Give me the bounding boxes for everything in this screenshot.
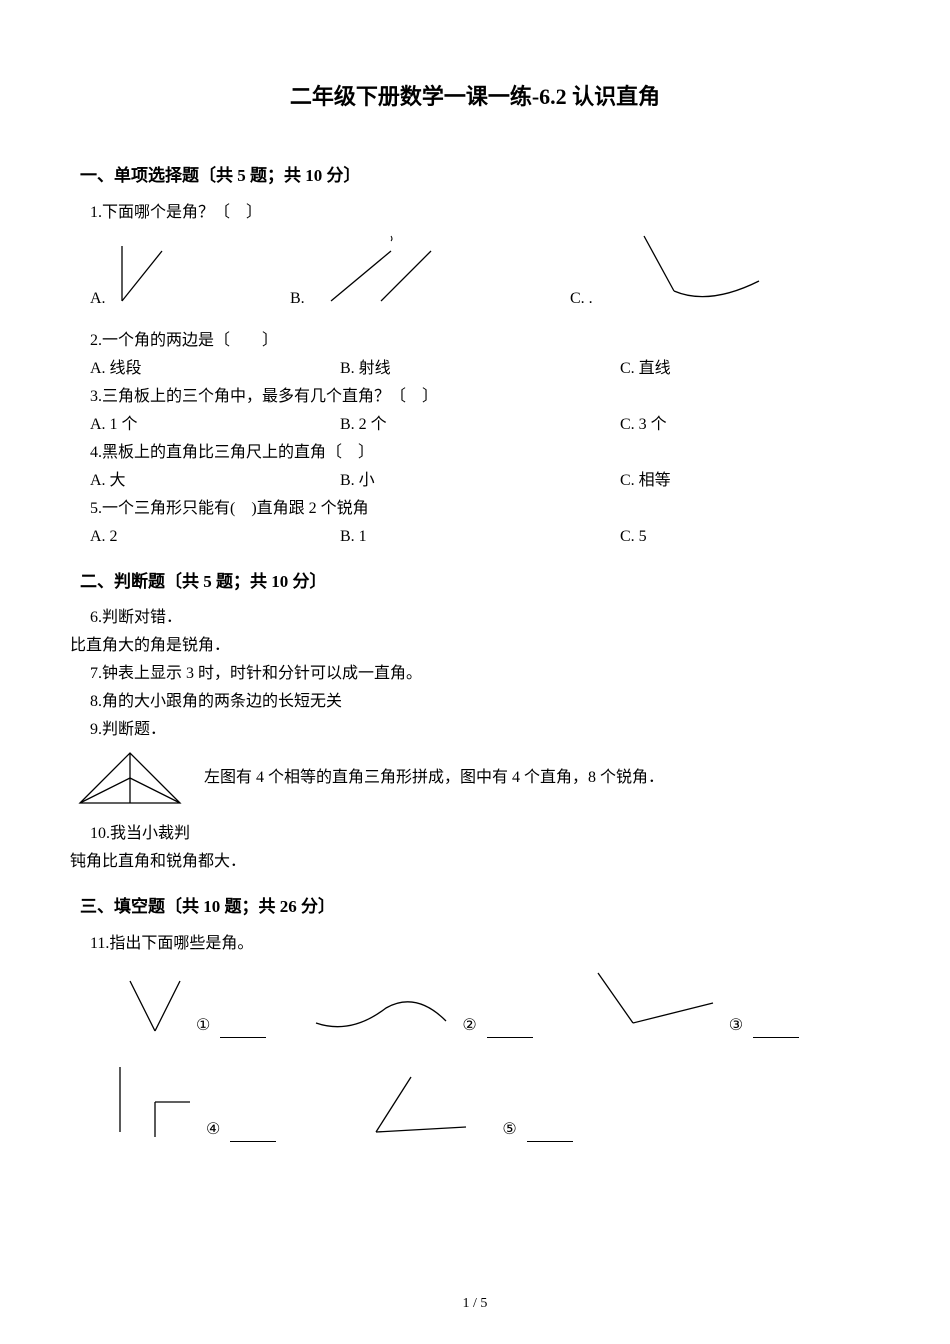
q11-row1: ① ② ③ xyxy=(100,968,880,1038)
q2-opt-b: B. 射线 xyxy=(340,357,620,381)
q10-line2: 钝角比直角和锐角都大． xyxy=(70,850,880,874)
q9-desc: 左图有 4 个相等的直角三角形拼成，图中有 4 个直角，8 个锐角． xyxy=(204,766,664,790)
q2-stem: 2.一个角的两边是〔 〕 xyxy=(90,329,880,353)
q5-opt-c: C. 5 xyxy=(620,525,647,549)
q3-options: A. 1 个 B. 2 个 C. 3 个 xyxy=(90,413,880,437)
q4-opt-b: B. 小 xyxy=(340,469,620,493)
q5-stem: 5.一个三角形只能有( )直角跟 2 个锐角 xyxy=(90,497,880,521)
q9-line1: 9.判断题． xyxy=(90,718,880,742)
q11-n5: ⑤ xyxy=(502,1118,516,1142)
doc-title: 二年级下册数学一课一练-6.2 认识直角 xyxy=(70,80,880,113)
q4-opt-c: C. 相等 xyxy=(620,469,671,493)
q11-fig-5 xyxy=(356,1072,496,1142)
q4-opt-a: A. 大 xyxy=(90,469,340,493)
q5-options: A. 2 B. 1 C. 5 xyxy=(90,525,880,549)
q3-opt-c: C. 3 个 xyxy=(620,413,667,437)
q7-stem: 7.钟表上显示 3 时，时针和分针可以成一直角。 xyxy=(90,662,880,686)
q11-fig-2 xyxy=(306,983,456,1038)
q11-blank-1 xyxy=(220,1023,266,1038)
q11-fig-3 xyxy=(573,968,723,1038)
q2-opt-a: A. 线段 xyxy=(90,357,340,381)
q11-n2: ② xyxy=(462,1014,476,1038)
q11-fig-1 xyxy=(100,976,190,1046)
q2-options: A. 线段 B. 射线 C. 直线 xyxy=(90,357,880,381)
section-1-header: 一、单项选择题〔共 5 题；共 10 分〕 xyxy=(80,163,880,189)
q11-n4: ④ xyxy=(206,1118,220,1142)
q11-blank-2 xyxy=(487,1023,533,1038)
q2-opt-c: C. 直线 xyxy=(620,357,671,381)
q1-c-figure xyxy=(599,231,769,311)
q10-line1: 10.我当小裁判 xyxy=(90,822,880,846)
q11-n1: ① xyxy=(196,1014,210,1038)
q3-stem: 3.三角板上的三个角中，最多有几个直角？〔 〕 xyxy=(90,385,880,409)
q1-opt-b-label: B. xyxy=(290,287,305,311)
section-2-header: 二、判断题〔共 5 题；共 10 分〕 xyxy=(80,569,880,595)
q5-opt-a: A. 2 xyxy=(90,525,340,549)
q11-blank-4 xyxy=(230,1127,276,1142)
page: 二年级下册数学一课一练-6.2 认识直角 一、单项选择题〔共 5 题；共 10 … xyxy=(0,0,950,1344)
q6-line2: 比直角大的角是锐角． xyxy=(70,634,880,658)
page-footer: 1 / 5 xyxy=(0,1293,950,1314)
q5-opt-b: B. 1 xyxy=(340,525,620,549)
q8-stem: 8.角的大小跟角的两条边的长短无关 xyxy=(90,690,880,714)
q11-fig-4 xyxy=(100,1062,200,1142)
q4-stem: 4.黑板上的直角比三角尺上的直角〔 〕 xyxy=(90,441,880,465)
q6-line1: 6.判断对错． xyxy=(90,606,880,630)
q11-row2: ④ ⑤ xyxy=(100,1062,880,1142)
q3-opt-a: A. 1 个 xyxy=(90,413,340,437)
q11-stem: 11.指出下面哪些是角。 xyxy=(90,932,880,956)
q11-n3: ③ xyxy=(729,1014,743,1038)
section-3-header: 三、填空题〔共 10 题；共 26 分〕 xyxy=(80,894,880,920)
q11-blank-5 xyxy=(527,1127,573,1142)
q1-b-figure xyxy=(311,231,451,311)
q1-opt-a-label: A. xyxy=(90,287,106,311)
q11-blank-3 xyxy=(753,1023,799,1038)
q1-a-figure xyxy=(112,241,182,311)
q1-options: A. B. C. . xyxy=(90,231,880,311)
q9-figure xyxy=(70,748,190,808)
q4-options: A. 大 B. 小 C. 相等 xyxy=(90,469,880,493)
q1-opt-c-label: C. . xyxy=(570,287,593,311)
q3-opt-b: B. 2 个 xyxy=(340,413,620,437)
q1-stem: 1.下面哪个是角？〔 〕 xyxy=(90,201,880,225)
